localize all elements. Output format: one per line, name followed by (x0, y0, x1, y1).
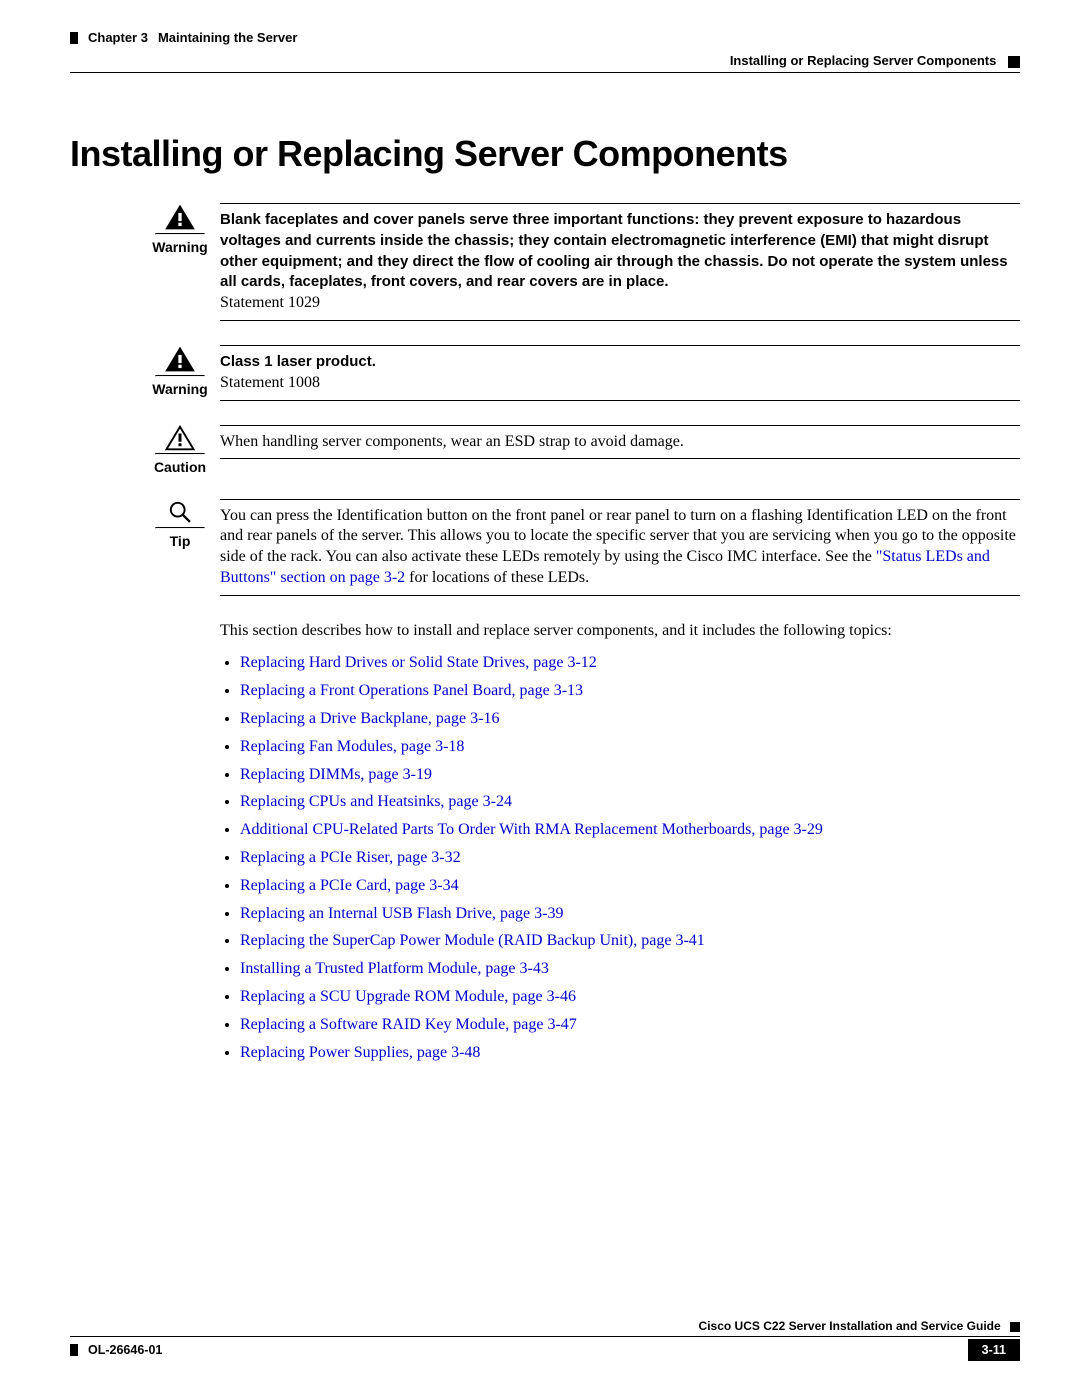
list-item: Replacing a Drive Backplane, page 3-16 (240, 707, 1020, 732)
topic-link[interactable]: Replacing Power Supplies, page 3-48 (240, 1044, 480, 1061)
footer-dot-icon (1010, 1322, 1020, 1332)
warning-icon (163, 345, 197, 373)
warning-text: Class 1 laser product. (220, 353, 376, 370)
tip-label: Tip (170, 533, 191, 549)
topic-link[interactable]: Replacing the SuperCap Power Module (RAI… (240, 932, 705, 949)
section-crumb: Installing or Replacing Server Component… (70, 53, 1020, 68)
topic-link[interactable]: Replacing a Front Operations Panel Board… (240, 682, 583, 699)
chapter-title: Maintaining the Server (158, 30, 297, 45)
warning-statement: Statement 1008 (220, 373, 1020, 394)
caution-icon (165, 425, 195, 451)
topic-link[interactable]: Replacing DIMMs, page 3-19 (240, 766, 432, 783)
topic-link-list: Replacing Hard Drives or Solid State Dri… (240, 651, 1020, 1065)
footer-mark-icon (70, 1344, 78, 1356)
warning-block-2: Warning Class 1 laser product. Statement… (150, 345, 1020, 401)
section-title: Installing or Replacing Server Component… (730, 53, 997, 68)
footer-guide-title: Cisco UCS C22 Server Installation and Se… (699, 1319, 1001, 1333)
page-header: Chapter 3 Maintaining the Server (70, 30, 1020, 45)
tip-icon (167, 499, 193, 525)
tip-text-after: for locations of these LEDs. (405, 569, 589, 586)
page-footer: Cisco UCS C22 Server Installation and Se… (70, 1319, 1020, 1361)
tip-block: Tip You can press the Identification but… (150, 499, 1020, 596)
topic-link[interactable]: Replacing a PCIe Riser, page 3-32 (240, 849, 461, 866)
list-item: Replacing a Software RAID Key Module, pa… (240, 1013, 1020, 1038)
caution-text: When handling server components, wear an… (220, 433, 684, 450)
caution-block: Caution When handling server components,… (150, 425, 1020, 475)
topic-link[interactable]: Replacing a Drive Backplane, page 3-16 (240, 710, 499, 727)
header-rule (70, 72, 1020, 73)
topic-link[interactable]: Replacing an Internal USB Flash Drive, p… (240, 905, 563, 922)
section-mark-icon (1008, 56, 1020, 68)
page-title: Installing or Replacing Server Component… (70, 133, 1020, 175)
warning-statement: Statement 1029 (220, 293, 1020, 314)
warning-block-1: Warning Blank faceplates and cover panel… (150, 203, 1020, 321)
topic-link[interactable]: Replacing Hard Drives or Solid State Dri… (240, 654, 597, 671)
list-item: Replacing a SCU Upgrade ROM Module, page… (240, 985, 1020, 1010)
warning-icon (163, 203, 197, 231)
warning-text: Blank faceplates and cover panels serve … (220, 211, 1008, 290)
topic-link[interactable]: Replacing CPUs and Heatsinks, page 3-24 (240, 793, 512, 810)
warning-label: Warning (152, 239, 207, 255)
topic-link[interactable]: Replacing a SCU Upgrade ROM Module, page… (240, 988, 576, 1005)
caution-label: Caution (154, 459, 206, 475)
list-item: Replacing a PCIe Card, page 3-34 (240, 874, 1020, 899)
list-item: Replacing the SuperCap Power Module (RAI… (240, 929, 1020, 954)
list-item: Replacing CPUs and Heatsinks, page 3-24 (240, 790, 1020, 815)
list-item: Replacing Fan Modules, page 3-18 (240, 735, 1020, 760)
topic-link[interactable]: Additional CPU-Related Parts To Order Wi… (240, 821, 823, 838)
list-item: Replacing Power Supplies, page 3-48 (240, 1041, 1020, 1066)
topic-link[interactable]: Installing a Trusted Platform Module, pa… (240, 960, 549, 977)
header-mark-icon (70, 32, 78, 44)
intro-paragraph: This section describes how to install an… (220, 620, 1020, 642)
topic-link[interactable]: Replacing a PCIe Card, page 3-34 (240, 877, 459, 894)
topic-link[interactable]: Replacing Fan Modules, page 3-18 (240, 738, 464, 755)
footer-page-number: 3-11 (968, 1339, 1020, 1361)
list-item: Replacing an Internal USB Flash Drive, p… (240, 902, 1020, 927)
list-item: Replacing a PCIe Riser, page 3-32 (240, 846, 1020, 871)
chapter-number: Chapter 3 (88, 30, 148, 45)
list-item: Additional CPU-Related Parts To Order Wi… (240, 818, 1020, 843)
list-item: Replacing a Front Operations Panel Board… (240, 679, 1020, 704)
footer-doc-id: OL-26646-01 (88, 1343, 162, 1357)
list-item: Replacing Hard Drives or Solid State Dri… (240, 651, 1020, 676)
topic-link[interactable]: Replacing a Software RAID Key Module, pa… (240, 1016, 577, 1033)
list-item: Installing a Trusted Platform Module, pa… (240, 957, 1020, 982)
warning-label: Warning (152, 381, 207, 397)
list-item: Replacing DIMMs, page 3-19 (240, 763, 1020, 788)
